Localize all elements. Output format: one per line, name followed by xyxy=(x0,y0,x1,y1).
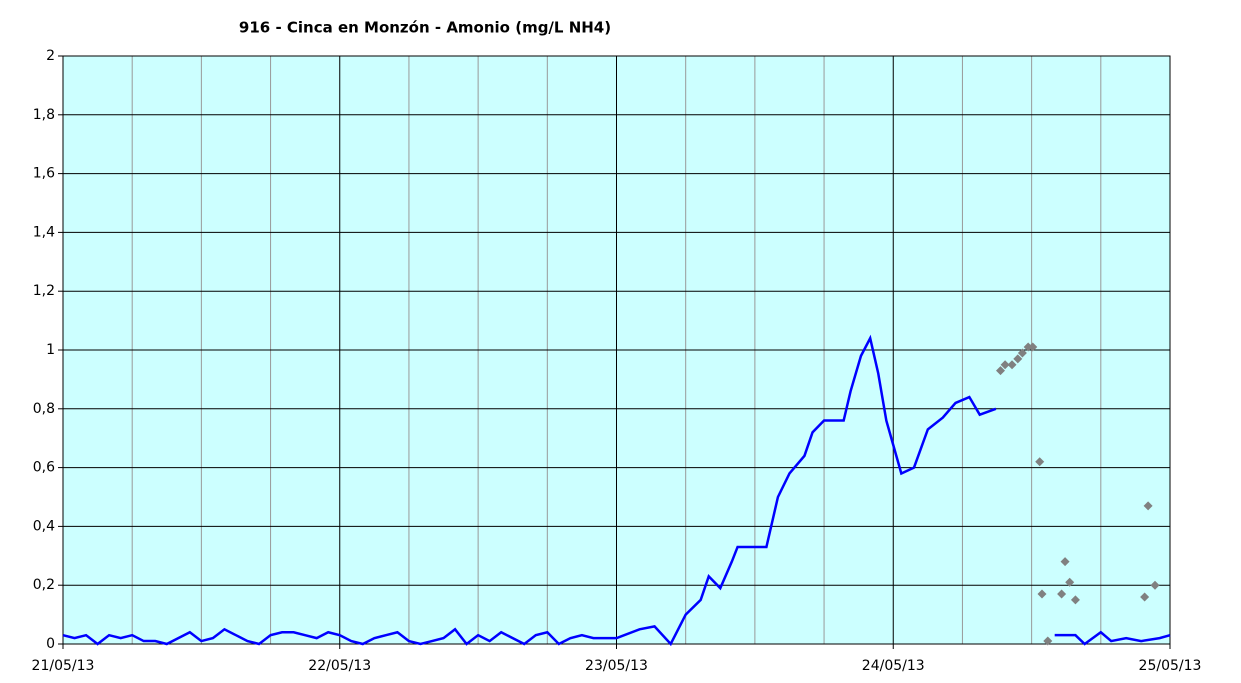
y-tick-label: 1,2 xyxy=(33,283,55,299)
data-point xyxy=(1060,557,1070,567)
data-line xyxy=(62,334,1171,647)
data-point xyxy=(1000,360,1010,370)
x-tick-label: 21/05/13 xyxy=(32,658,95,674)
y-tick-label: 1 xyxy=(46,342,55,358)
y-tick-label: 1,8 xyxy=(33,107,55,123)
data-point xyxy=(1013,354,1023,364)
data-point xyxy=(1017,348,1027,358)
y-tick-label: 0,2 xyxy=(33,577,55,593)
data-point xyxy=(1070,595,1080,605)
y-tick-label: 0,8 xyxy=(33,401,55,417)
data-point xyxy=(1143,501,1153,511)
data-point xyxy=(995,366,1005,376)
data-point xyxy=(1150,580,1160,590)
x-tick-label: 24/05/13 xyxy=(862,658,925,674)
data-point xyxy=(1037,589,1047,599)
x-tick-label: 22/05/13 xyxy=(308,658,371,674)
data-point xyxy=(1065,577,1075,587)
data-point xyxy=(1057,589,1067,599)
data-point xyxy=(1043,636,1053,646)
x-tick-label: 25/05/13 xyxy=(1139,658,1202,674)
y-tick-label: 2 xyxy=(46,48,55,64)
y-tick-label: 1,6 xyxy=(33,166,55,182)
data-point xyxy=(1007,360,1017,370)
y-tick-label: 0,6 xyxy=(33,460,55,476)
y-tick-label: 0,4 xyxy=(33,518,55,534)
chart-title: 916 - Cinca en Monzón - Amonio (mg/L NH4… xyxy=(239,19,611,37)
data-point xyxy=(1023,342,1033,352)
data-point xyxy=(1028,342,1038,352)
y-tick-label: 1,4 xyxy=(33,224,55,240)
data-point xyxy=(1140,592,1150,602)
x-tick-label: 23/05/13 xyxy=(585,658,648,674)
y-tick-label: 0 xyxy=(46,636,55,652)
data-point xyxy=(1035,457,1045,467)
